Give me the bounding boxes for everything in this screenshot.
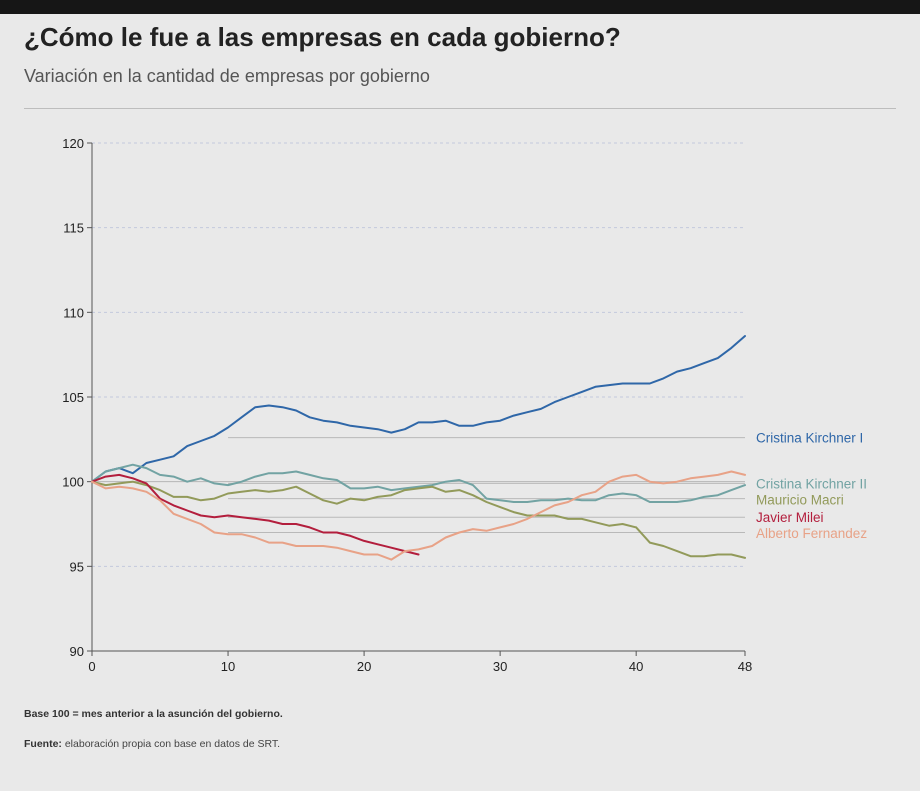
base-note: Base 100 = mes anterior a la asunción de…	[24, 708, 283, 720]
series-label: Alberto Fernandez	[756, 526, 867, 541]
x-tick-label: 0	[88, 659, 95, 674]
series-label: Cristina Kirchner II	[756, 476, 867, 491]
source-note: Fuente: elaboración propia con base en d…	[24, 738, 280, 750]
series-label: Mauricio Macri	[756, 492, 844, 507]
chart-title: ¿Cómo le fue a las empresas en cada gobi…	[24, 22, 621, 52]
y-tick-label: 95	[70, 559, 84, 574]
series-line	[91, 473, 420, 556]
axes: 90 95 100 105 110 115 120 0 10 20 30 40 48	[62, 136, 752, 674]
header-divider	[24, 108, 896, 109]
series-label: Cristina Kirchner I	[756, 431, 863, 446]
line-chart: 90 95 100 105 110 115 120 0 10 20 30 40 48 Cristina …	[62, 136, 867, 674]
series-label: Javier Milei	[756, 510, 824, 525]
series-labels: Cristina Kirchner I Cristina Kirchner IIM…	[756, 431, 867, 542]
series-line	[91, 335, 746, 483]
y-tick-label: 105	[62, 390, 84, 405]
x-tick-label: 40	[629, 659, 643, 674]
series-line	[91, 480, 746, 559]
gridlines	[92, 142, 745, 567]
reference-lines	[228, 437, 745, 533]
source-text: elaboración propia con base en datos de …	[61, 738, 281, 750]
x-tick-label: 20	[357, 659, 371, 674]
x-tick-label: 10	[221, 659, 235, 674]
y-tick-label: 100	[62, 475, 84, 490]
chart-subtitle: Variación en la cantidad de empresas por…	[24, 66, 430, 86]
y-tick-label: 120	[62, 136, 84, 151]
series-lines	[91, 335, 746, 561]
source-label: Fuente:	[24, 738, 62, 750]
y-tick-label: 90	[70, 644, 84, 659]
y-tick-label: 110	[63, 305, 84, 320]
series-line	[91, 470, 746, 561]
series-line	[91, 463, 746, 503]
x-tick-label: 30	[493, 659, 507, 674]
x-tick-label: 48	[738, 659, 752, 674]
y-tick-label: 115	[63, 221, 84, 236]
top-bar	[0, 0, 920, 14]
